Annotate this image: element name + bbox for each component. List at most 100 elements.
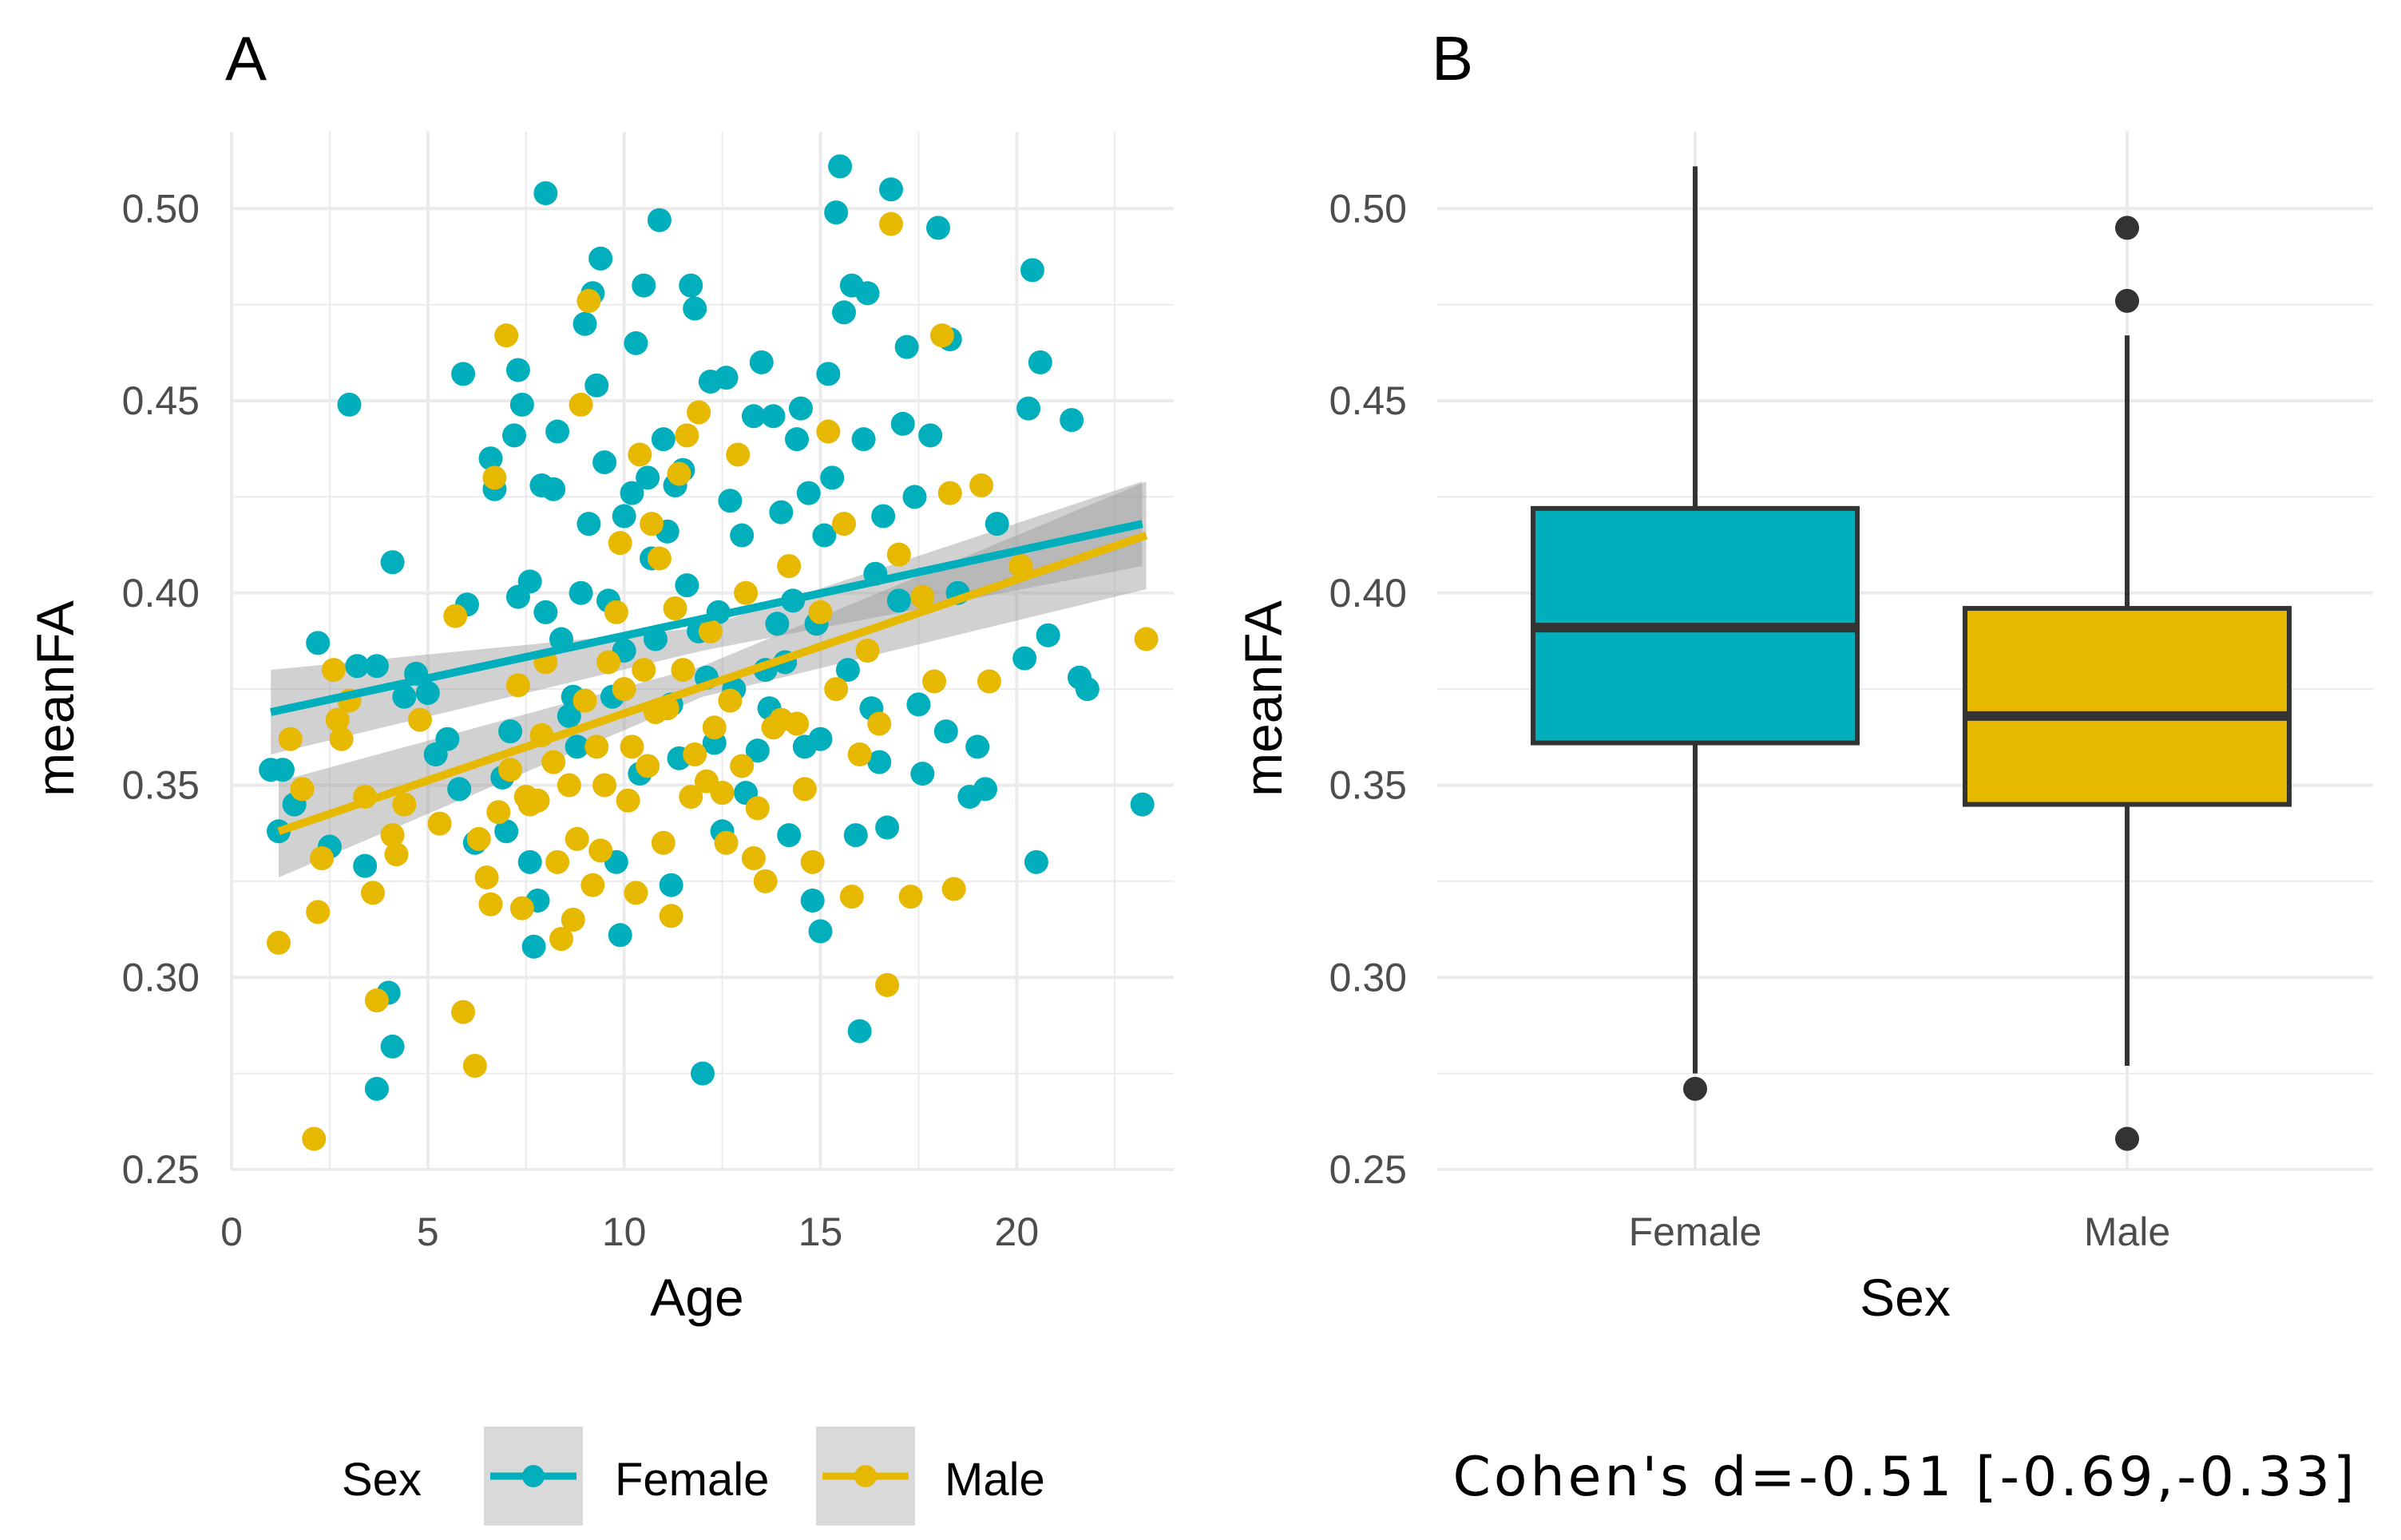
point-female [353,853,378,878]
point-male [525,788,550,813]
legend-title: Sex [342,1454,422,1506]
point-male [384,842,409,867]
point-female [306,631,331,655]
point-female [636,465,660,490]
fit-line-male [277,531,1148,836]
point-female [498,719,523,744]
point-female [565,734,589,759]
point-female [824,200,849,225]
point-male [267,930,291,955]
point-male [364,988,389,1013]
point-female [380,550,405,575]
point-male [647,546,672,571]
point-female [1036,623,1060,647]
x-tick-label: 20 [995,1209,1040,1254]
legend: Sex Female Male [342,1427,1045,1526]
point-male [569,392,593,417]
y-tick-label: 0.40 [1329,571,1407,616]
point-male [741,846,766,870]
point-female [505,358,530,382]
point-female [832,300,856,325]
point-female [828,154,853,179]
point-male [509,896,534,920]
point-male [628,442,652,467]
panel-b-x-axis-label: Sex [1860,1268,1951,1327]
point-male [886,542,911,567]
point-male [451,1000,476,1024]
point-male [573,688,597,713]
point-female [576,512,601,536]
point-male [549,927,573,952]
point-female [894,335,919,359]
point-female [886,588,911,613]
point-female [380,1034,405,1059]
point-female [588,246,613,271]
point-male [671,658,695,683]
point-female [517,849,542,874]
point-male [408,707,432,732]
point-male [753,869,778,893]
point-male [632,658,656,683]
point-female [714,366,739,390]
ci-band-female [271,481,1143,754]
point-male [620,734,644,759]
point-female [545,419,570,444]
point-male [726,442,751,467]
point-male [321,658,346,683]
point-female [788,396,813,421]
point-female [447,777,472,802]
point-male [640,512,664,536]
point-female [843,823,868,848]
point-female [624,331,648,355]
point-male [659,904,683,928]
point-female [910,762,935,786]
point-male [561,908,585,932]
point-female [1016,396,1041,421]
point-male [580,873,605,897]
y-tick-label: 0.45 [1329,378,1407,423]
x-tick-label: 15 [798,1209,843,1254]
point-male [329,726,354,751]
point-male [718,688,743,713]
point-female [965,734,990,759]
panel-b: B 0.25 0.30 0.35 0.40 0.45 0.50 Female Male Se… [1234,23,2373,1327]
point-female [741,404,766,429]
point-male [867,711,892,736]
point-female [573,311,597,336]
point-female [337,392,362,417]
panel-a-points [259,154,1159,1151]
point-male [392,792,417,817]
point-male [498,758,523,782]
point-female [816,362,841,386]
point-female [592,450,617,475]
point-male [443,604,468,628]
point-female [345,654,370,679]
point-female [769,500,794,525]
panel-a-x-tick-labels: 0 5 10 15 20 [220,1209,1039,1254]
point-male [941,877,966,901]
point-male [608,531,632,556]
point-male [584,734,609,759]
point-male [541,750,566,774]
point-female [679,273,703,298]
panel-b-boxes [1531,166,2292,1151]
point-male [745,796,770,821]
point-male [792,777,817,802]
point-male [651,830,676,855]
point-female [632,273,656,298]
point-female [1130,792,1155,817]
point-male [588,838,613,863]
point-female [691,1061,715,1086]
panel-b-y-axis-label: meanFA [1234,600,1293,797]
point-female [933,719,958,744]
y-tick-label: 0.25 [122,1147,200,1192]
point-female [855,281,880,306]
point-male [663,596,687,621]
point-male [494,323,519,348]
point-female [541,477,566,501]
point-male [910,584,935,609]
x-tick-label: 0 [220,1209,243,1254]
panel-a: A 0.250.300.350.400.450.50 0 5 10 15 20 Age … [26,23,1174,1327]
point-male [592,773,617,798]
point-female [902,485,927,509]
